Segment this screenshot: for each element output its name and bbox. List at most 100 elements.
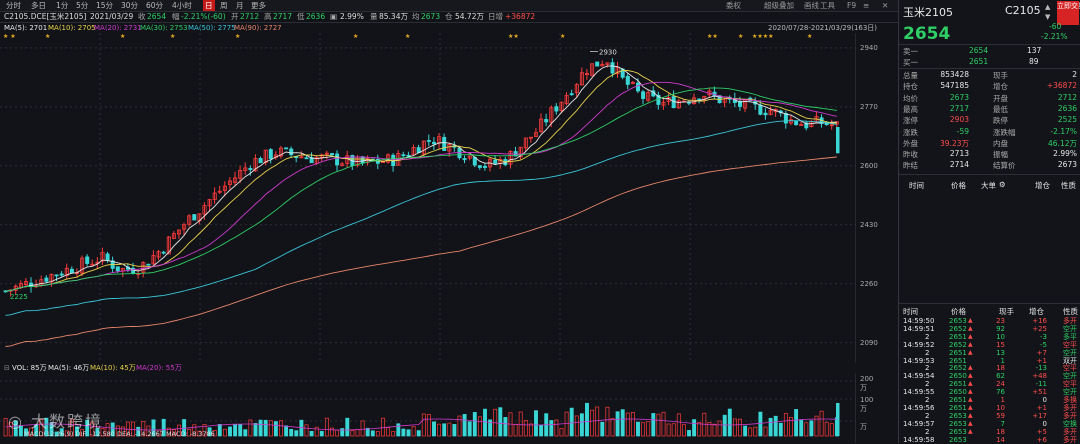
volume-bar: [707, 421, 712, 437]
tool-menu: 委权 超级叠加 画线 工具 F9 ≡ ✕: [700, 0, 898, 11]
panel-nav-arrows[interactable]: ▲ ▼: [1045, 3, 1051, 21]
quote-date: 2021/03/29: [90, 12, 134, 21]
period-tab[interactable]: 5分: [76, 1, 89, 10]
volume-bar: [69, 419, 74, 437]
tab-1[interactable]: 价格: [951, 181, 966, 190]
candle-body: [763, 112, 768, 116]
period-tab[interactable]: 15分: [96, 1, 114, 10]
period-tab[interactable]: 月: [236, 1, 244, 10]
trade-now-button[interactable]: 立即交易: [1057, 1, 1080, 25]
trade-row: 14:59:57 2653 ▲ 7 0 空换: [899, 420, 1080, 428]
candle-body: [783, 113, 788, 124]
trade-direction-icon: ▲: [968, 332, 973, 340]
volume-bar: [151, 419, 156, 437]
candle-body: [233, 177, 238, 183]
volume-bar: [421, 413, 426, 437]
volume-bar: [590, 409, 595, 437]
volume-bar: [630, 412, 635, 437]
oi-label: 仓: [445, 12, 453, 21]
candle-body: [44, 277, 49, 282]
stat-value: 2717: [949, 103, 969, 113]
candle-body: [442, 136, 447, 151]
candle-body: [579, 72, 584, 86]
sell-label: 卖一: [903, 47, 918, 56]
volume-bar: [452, 424, 457, 437]
period-tab[interactable]: 日: [203, 0, 215, 11]
period-tab[interactable]: 30分: [121, 1, 139, 10]
volume-bar: [773, 415, 778, 437]
trade-row: 14:59:54 2650 ▲ 62 +48 空开: [899, 372, 1080, 380]
volume-bar: [523, 420, 528, 437]
volume-bar: [661, 411, 666, 437]
period-tab[interactable]: 1分: [56, 1, 69, 10]
period-tab[interactable]: 多日: [31, 1, 46, 10]
trades-header-cell: 时间: [903, 307, 918, 316]
trade-direction-icon: ▲: [968, 380, 973, 388]
volume-bar: [100, 428, 105, 437]
trade-volume: 24: [996, 380, 1005, 389]
trade-volume: 13: [996, 348, 1005, 357]
volume-bar: [656, 413, 661, 437]
trades-header-cell: 现手: [999, 307, 1014, 316]
menu-item[interactable]: F9: [847, 1, 857, 10]
trade-oi-change: +6: [1036, 435, 1047, 444]
trade-oi-change: +17: [1032, 411, 1047, 420]
volume-bar: [712, 423, 717, 437]
period-tab[interactable]: 分时: [6, 1, 21, 10]
trade-nature: 空开: [1063, 348, 1077, 357]
menu-item[interactable]: 委权: [726, 1, 741, 10]
tab-3[interactable]: ⚙: [999, 180, 1006, 189]
trade-volume: 18: [996, 427, 1005, 436]
period-toolbar: 分时 多日 1分 5分 15分 30分 60分 4小时 日周月更多: [0, 0, 898, 12]
divider: [899, 68, 1080, 69]
volume-bar: [192, 424, 197, 437]
trade-row: 14:59:58 2653 14 +6 多开: [899, 436, 1080, 444]
event-star: ★★: [707, 33, 718, 40]
trade-oi-change: 0: [1042, 396, 1047, 404]
period-tab[interactable]: 更多: [251, 1, 266, 10]
volume-chart[interactable]: [0, 373, 856, 443]
trade-nature: 空开: [1063, 324, 1077, 333]
trade-oi-change: +48: [1032, 372, 1047, 381]
event-star: ★: [807, 33, 813, 40]
candle-body: [600, 63, 605, 67]
volume-legend-item: MA(5): 46万: [48, 364, 90, 372]
menu-icon[interactable]: ≡: [863, 1, 870, 10]
kline-chart[interactable]: 2930 2225: [0, 33, 856, 363]
sell-volume: 137: [1027, 46, 1042, 55]
volume-bar: [783, 413, 788, 437]
volume-bar: [681, 424, 686, 437]
candle-body: [329, 153, 334, 156]
stat-label: 涨跌幅: [993, 127, 1016, 137]
trade-time: 14:59:58: [903, 435, 935, 444]
candle-body: [559, 101, 564, 111]
watermark-text: 大数跨境: [31, 412, 104, 431]
menu-item[interactable]: 画线: [804, 1, 819, 10]
trade-row: 14:59:56 2651 ▲ 10 +1 多开: [899, 404, 1080, 412]
volume-bar: [177, 424, 181, 437]
trade-time: 2: [925, 380, 930, 389]
trade-row: 2 2651 ▲ 13 +7 空开: [899, 349, 1080, 357]
volume-ma-line: [5, 418, 837, 431]
volume-bar: [115, 425, 120, 437]
tab-4[interactable]: 增仓: [1035, 181, 1050, 190]
tab-0[interactable]: 时间: [909, 181, 924, 190]
menu-item[interactable]: 工具: [820, 1, 835, 10]
volume-bar: [768, 417, 773, 437]
buy-volume: 89: [1029, 57, 1039, 66]
stat-label: 均价: [903, 93, 918, 103]
period-tab[interactable]: 周: [220, 1, 228, 10]
tab-5[interactable]: 性质: [1061, 181, 1076, 190]
tab-2[interactable]: 大单: [981, 181, 996, 190]
close-icon[interactable]: ✕: [882, 1, 889, 10]
period-tab[interactable]: 4小时: [172, 1, 192, 10]
trade-price: 2651: [949, 403, 967, 412]
candle-body: [574, 84, 579, 94]
candle-body: [54, 274, 59, 277]
volume-bar: [330, 427, 334, 437]
trade-price: 2653: [949, 427, 967, 436]
period-tab[interactable]: 60分: [146, 1, 164, 10]
volume-bar: [646, 421, 651, 437]
menu-item[interactable]: 超级叠加: [764, 1, 794, 10]
trade-oi-change: +1: [1036, 403, 1047, 412]
